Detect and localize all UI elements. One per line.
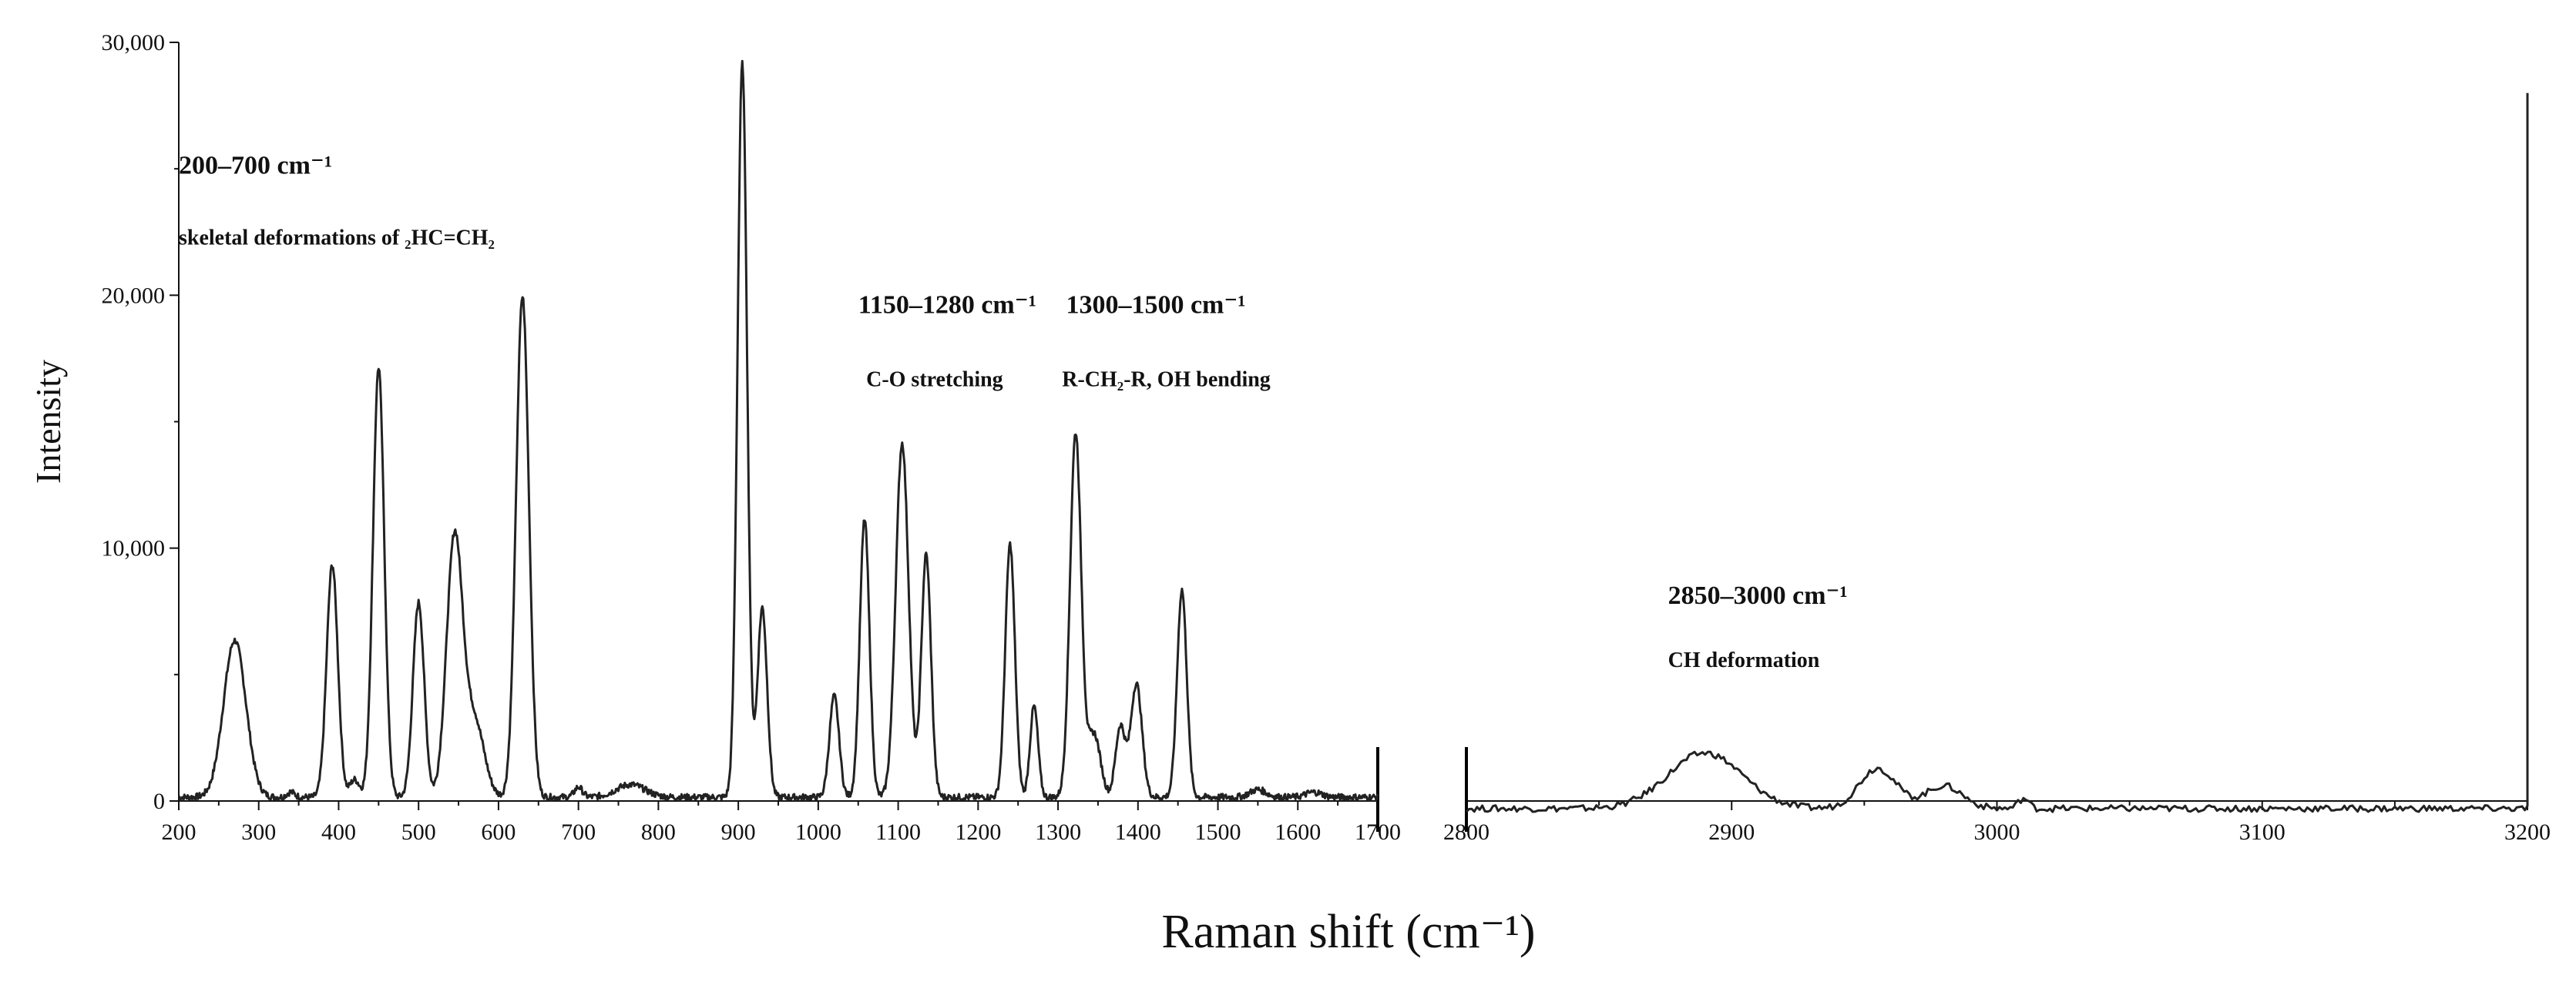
- x-tick-label: 1000: [795, 819, 841, 845]
- spectrum-line-right: [1465, 92, 2529, 813]
- x-tick-label: 1200: [955, 819, 1001, 845]
- x-tick-label: 3200: [2504, 819, 2551, 845]
- x-tick-label: 1300: [1035, 819, 1081, 845]
- y-tick-label: 10,000: [102, 536, 166, 561]
- annotation-desc: skeletal deformations of ₂HC=CH₂: [179, 226, 495, 250]
- x-tick-label: 600: [481, 819, 516, 845]
- y-axis-title: Intensity: [29, 360, 68, 484]
- y-tick-label: 0: [153, 789, 165, 814]
- x-tick-label: 900: [721, 819, 756, 845]
- x-tick-label: 1100: [875, 819, 921, 845]
- x-tick-label: 1600: [1275, 819, 1321, 845]
- annotation-range: 1150–1280 cm⁻¹: [858, 290, 1036, 319]
- x-tick-label: 1400: [1115, 819, 1161, 845]
- x-axis-title: Raman shift (cm⁻¹): [1161, 906, 1535, 958]
- x-tick-label: 1500: [1195, 819, 1241, 845]
- spectrum-line-left: [178, 59, 1379, 802]
- x-tick-label: 700: [561, 819, 596, 845]
- y-tick-label: 20,000: [102, 283, 166, 308]
- x-tick-label: 400: [321, 819, 356, 845]
- annotation-desc: CH deformation: [1668, 648, 1820, 672]
- annotation-range: 1300–1500 cm⁻¹: [1066, 290, 1245, 319]
- annotation-desc: R-CH₂-R, OH bending: [1062, 368, 1271, 392]
- x-tick-label: 2800: [1443, 819, 1490, 845]
- annotation-range: 2850–3000 cm⁻¹: [1668, 581, 1848, 610]
- x-tick-label: 800: [641, 819, 676, 845]
- annotation-desc: C-O stretching: [866, 368, 1003, 392]
- x-tick-label: 500: [401, 819, 436, 845]
- x-tick-label: 1700: [1355, 819, 1401, 845]
- x-tick-label: 3000: [1974, 819, 2020, 845]
- annotation-range: 200–700 cm⁻¹: [179, 152, 332, 180]
- x-tick-label: 200: [162, 819, 196, 845]
- x-tick-label: 300: [241, 819, 276, 845]
- x-tick-label: 2900: [1708, 819, 1755, 845]
- y-tick-label: 30,000: [102, 30, 166, 55]
- x-tick-label: 3100: [2239, 819, 2285, 845]
